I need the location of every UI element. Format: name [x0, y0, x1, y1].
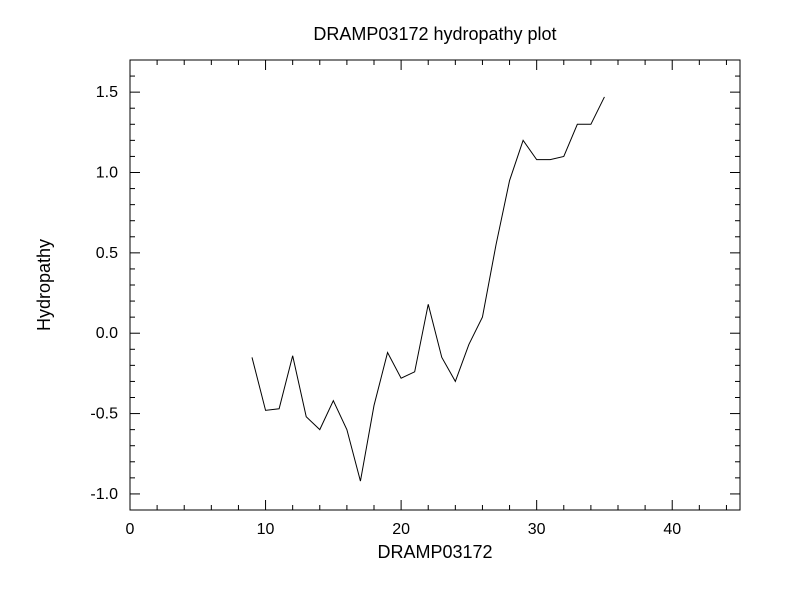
y-tick-label: -1.0: [90, 486, 118, 503]
chart-title: DRAMP03172 hydropathy plot: [313, 24, 556, 44]
x-axis-label: DRAMP03172: [377, 542, 492, 562]
plot-border: [130, 60, 740, 510]
y-tick-label: 1.0: [96, 165, 118, 182]
y-tick-label: -0.5: [90, 406, 118, 423]
x-tick-label: 10: [257, 521, 275, 538]
y-tick-label: 0.0: [96, 325, 118, 342]
x-tick-label: 30: [528, 521, 546, 538]
x-tick-label: 0: [126, 521, 135, 538]
hydropathy-series: [252, 97, 604, 481]
y-tick-label: 1.5: [96, 84, 118, 101]
hydropathy-line-chart: 0 10 20 30 40 -1.0 -0.5 0.0 0.5 1.0 1.5 DRAMP03172 …: [0, 0, 800, 600]
x-tick-label: 40: [663, 521, 681, 538]
y-axis-label: Hydropathy: [34, 239, 54, 331]
chart-container: 0 10 20 30 40 -1.0 -0.5 0.0 0.5 1.0 1.5 DRAMP03172 …: [0, 0, 800, 600]
y-tick-label: 0.5: [96, 245, 118, 262]
x-tick-label: 20: [392, 521, 410, 538]
